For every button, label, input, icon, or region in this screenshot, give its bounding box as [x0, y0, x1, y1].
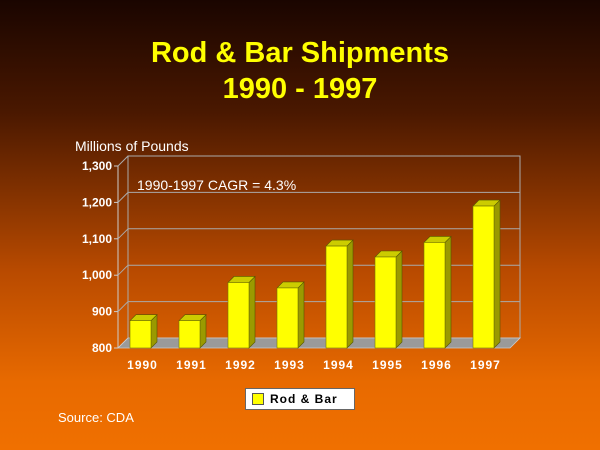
y-tick-label: 1,200 [82, 195, 112, 209]
x-tick-label: 1996 [421, 358, 452, 372]
x-tick-label: 1991 [176, 358, 207, 372]
x-tick-label: 1990 [127, 358, 158, 372]
bar [472, 205, 495, 349]
y-tick-label: 1,300 [82, 159, 112, 173]
y-tick-label: 800 [92, 341, 112, 355]
x-tick-label: 1993 [274, 358, 305, 372]
bar [227, 282, 250, 349]
bar-side [395, 250, 403, 349]
bar [129, 320, 152, 349]
legend-label: Rod & Bar [270, 392, 338, 406]
bar-side [248, 275, 256, 349]
bar-side [444, 235, 452, 349]
x-tick-label: 1992 [225, 358, 256, 372]
y-tick-label: 1,100 [82, 232, 112, 246]
gridline-diag [117, 155, 129, 167]
x-tick-label: 1994 [323, 358, 354, 372]
bar-side [493, 199, 501, 349]
bar [325, 245, 348, 349]
chart-title: Rod & Bar Shipments 1990 - 1997 [0, 35, 600, 107]
title-line-2: 1990 - 1997 [222, 73, 378, 105]
title-line-1: Rod & Bar Shipments [150, 37, 450, 69]
bar [423, 242, 446, 349]
bar [178, 320, 201, 349]
cagr-annotation: 1990-1997 CAGR = 4.3% [137, 177, 296, 193]
gridline-diag [117, 301, 129, 312]
gridline-diag [117, 192, 129, 203]
bar-side [297, 281, 305, 349]
legend-swatch [252, 393, 264, 405]
y-tick-label: 900 [92, 305, 112, 319]
legend: Rod & Bar [245, 388, 355, 410]
gridline-diag [117, 264, 129, 276]
source-note: Source: CDA [58, 410, 134, 425]
x-tick-label: 1995 [372, 358, 403, 372]
y-tick-label: 1,000 [82, 268, 112, 282]
bar [374, 256, 397, 349]
bar [276, 287, 299, 349]
x-tick-label: 1997 [470, 358, 501, 372]
gridline-diag [117, 228, 129, 240]
bar-side [346, 239, 354, 349]
plot-floor [117, 337, 521, 349]
y-axis-label: Millions of Pounds [75, 138, 189, 154]
